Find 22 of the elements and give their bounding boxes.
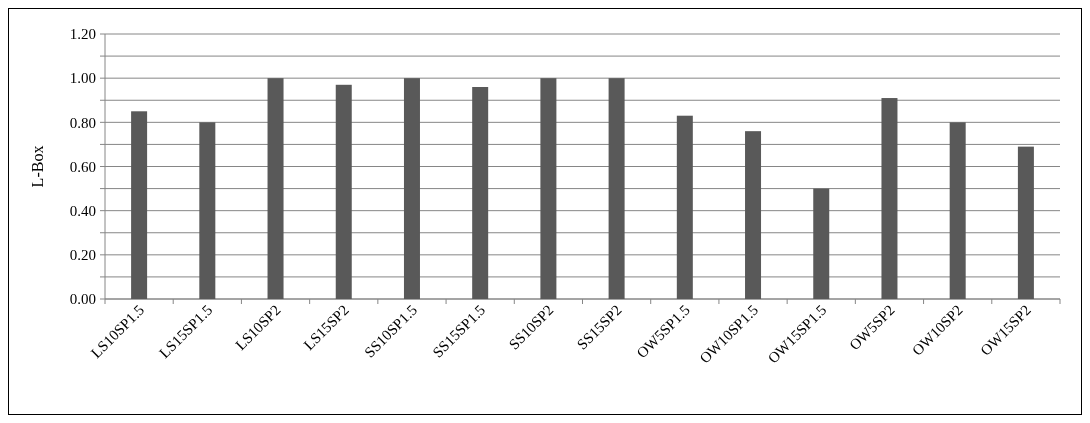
y-tick-label: 0.00 bbox=[69, 291, 96, 308]
bar bbox=[881, 98, 898, 299]
y-tick-label: 1.20 bbox=[69, 26, 96, 43]
bar bbox=[1017, 146, 1034, 299]
y-tick-label: 1.00 bbox=[69, 70, 96, 87]
bar bbox=[335, 84, 352, 299]
bar bbox=[540, 78, 557, 299]
bar bbox=[199, 122, 216, 299]
bar bbox=[472, 87, 489, 299]
y-axis-title: L-Box bbox=[29, 145, 46, 188]
bar bbox=[403, 78, 420, 299]
bar bbox=[267, 78, 284, 299]
y-tick-label: 0.20 bbox=[69, 247, 96, 264]
bar bbox=[608, 78, 625, 299]
bar bbox=[676, 115, 693, 299]
y-tick-label: 0.40 bbox=[69, 202, 96, 219]
y-tick-label: 0.80 bbox=[69, 114, 96, 131]
y-tick-label: 0.60 bbox=[69, 158, 96, 175]
bar bbox=[745, 131, 762, 299]
bar bbox=[813, 188, 830, 299]
bar bbox=[131, 111, 148, 299]
bar bbox=[949, 122, 966, 299]
